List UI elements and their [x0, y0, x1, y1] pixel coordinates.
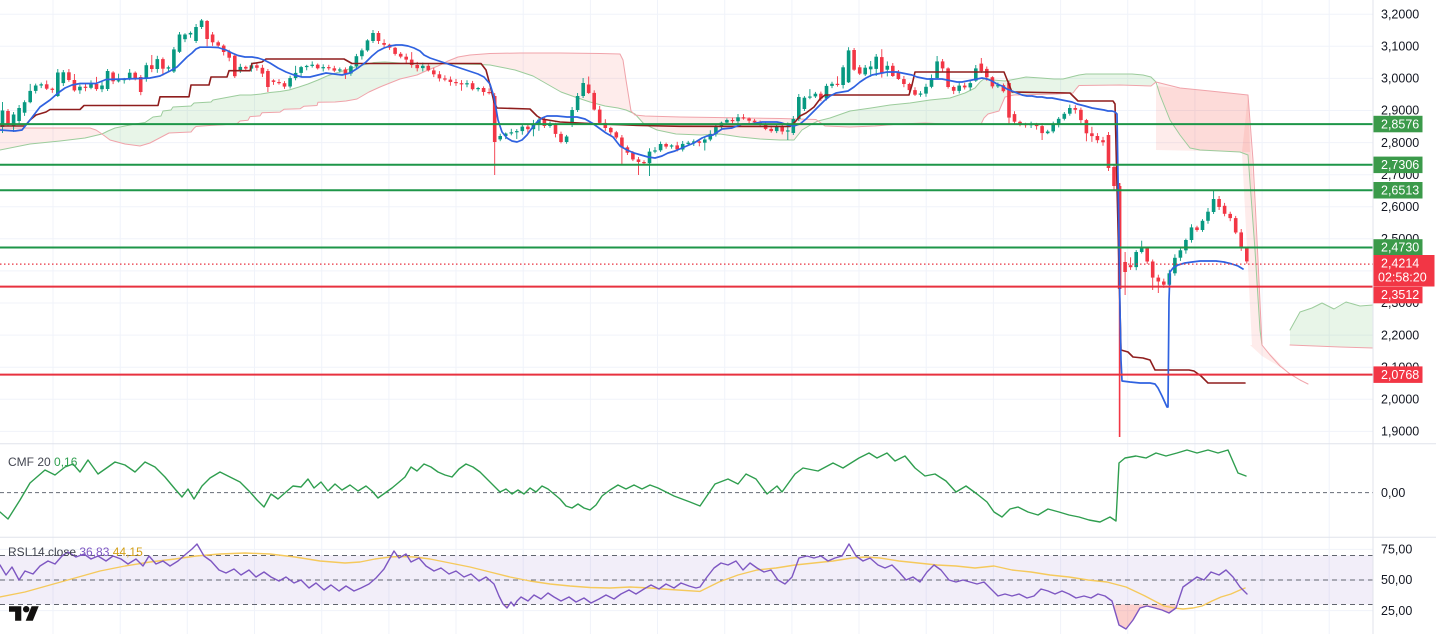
svg-text:3,1000: 3,1000: [1381, 40, 1419, 54]
svg-text:2,6513: 2,6513: [1381, 184, 1419, 198]
svg-text:25,00: 25,00: [1381, 604, 1412, 618]
svg-text:02:58:20: 02:58:20: [1378, 271, 1427, 285]
svg-text:75,00: 75,00: [1381, 543, 1412, 557]
svg-text:2,4214: 2,4214: [1381, 257, 1419, 271]
svg-text:2,6000: 2,6000: [1381, 200, 1419, 214]
svg-text:2,9000: 2,9000: [1381, 104, 1419, 118]
svg-text:2,8576: 2,8576: [1381, 117, 1419, 131]
svg-text:2,2000: 2,2000: [1381, 328, 1419, 342]
svg-text:50,00: 50,00: [1381, 573, 1412, 587]
svg-text:2,0000: 2,0000: [1381, 393, 1419, 407]
svg-text:2,4730: 2,4730: [1381, 241, 1419, 255]
svg-text:2,7306: 2,7306: [1381, 158, 1419, 172]
svg-text:2,8000: 2,8000: [1381, 136, 1419, 150]
svg-text:3,2000: 3,2000: [1381, 7, 1419, 21]
svg-text:3,0000: 3,0000: [1381, 72, 1419, 86]
svg-text:1,9000: 1,9000: [1381, 425, 1419, 439]
svg-text:2,3512: 2,3512: [1381, 288, 1419, 302]
svg-text:CMF 20 0,16: CMF 20 0,16: [8, 455, 78, 469]
svg-text:0,00: 0,00: [1381, 486, 1405, 500]
svg-text:RSI 14 close 36,83 44,15: RSI 14 close 36,83 44,15: [8, 545, 143, 559]
svg-text:2,0768: 2,0768: [1381, 368, 1419, 382]
